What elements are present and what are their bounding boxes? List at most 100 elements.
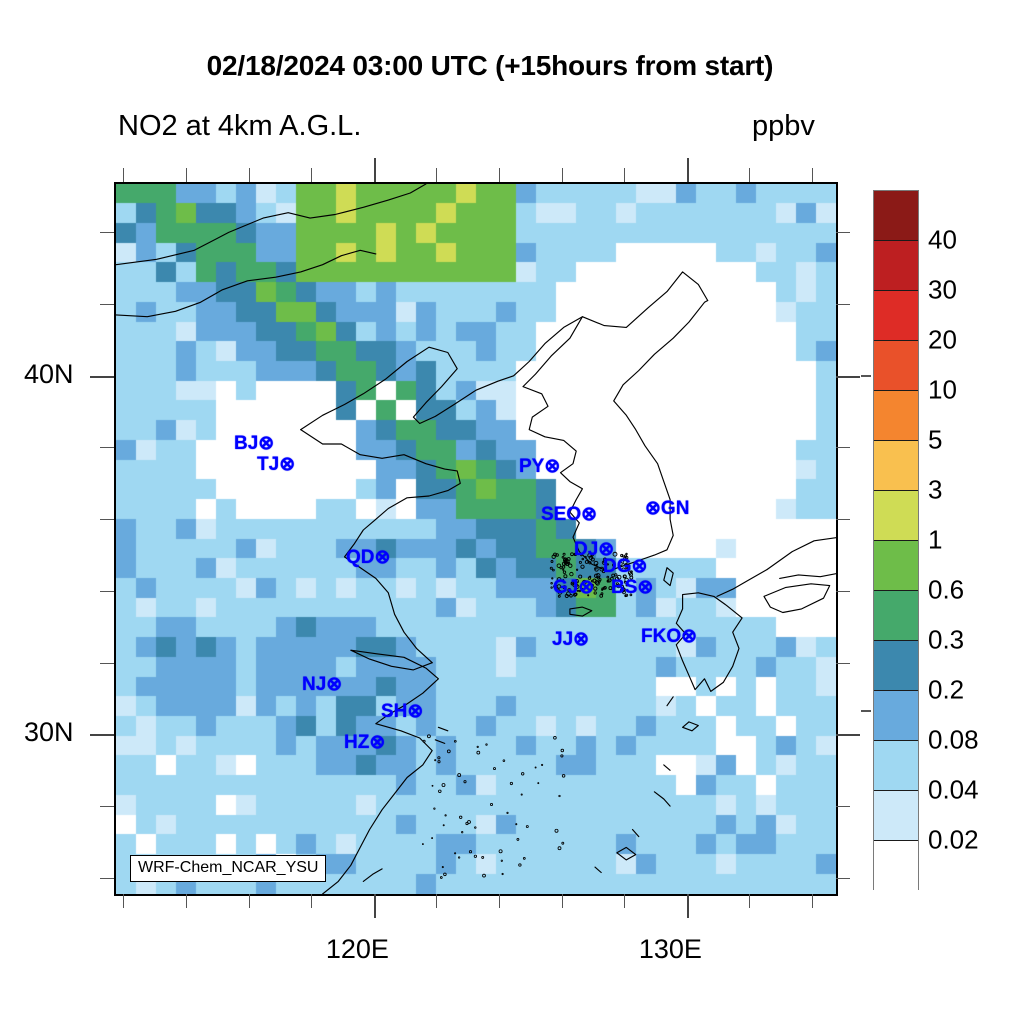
- colorbar[interactable]: [873, 190, 919, 891]
- colorbar-tick-label: 0.08: [928, 724, 979, 755]
- y-axis-label: 30N: [24, 717, 74, 748]
- city-marker-gj: GJ⊗: [553, 578, 594, 597]
- y-axis-tick: [100, 877, 114, 879]
- coastline-path: [594, 866, 602, 874]
- x-axis-tick: [812, 894, 814, 908]
- island-speck: [521, 772, 525, 776]
- island-speck: [629, 593, 633, 597]
- colorbar-band: [874, 441, 918, 491]
- coastline-path: [569, 606, 593, 617]
- y-axis-tick-right: [836, 447, 850, 449]
- city-marker-fko: FKO⊗: [641, 627, 697, 646]
- island-speck: [561, 565, 566, 569]
- coastline-path: [682, 721, 699, 732]
- x-axis-tick: [561, 894, 563, 908]
- island-speck: [625, 563, 630, 569]
- island-speck: [608, 586, 613, 591]
- island-speck: [580, 564, 585, 569]
- island-speck: [572, 582, 577, 588]
- y-axis-tick-right: [836, 662, 850, 664]
- island-speck: [567, 561, 571, 565]
- colorbar-tick-label: 1: [928, 524, 943, 555]
- city-label: DG: [603, 556, 632, 577]
- island-speck: [570, 552, 574, 557]
- island-speck: [553, 584, 558, 589]
- island-speck: [557, 590, 563, 595]
- island-speck: [603, 559, 607, 564]
- colorbar-band: [874, 691, 918, 741]
- island-speck: [516, 837, 520, 841]
- island-speck: [612, 551, 618, 557]
- island-speck: [438, 789, 442, 794]
- x-axis-tick: [749, 894, 751, 908]
- island-speck: [525, 825, 529, 828]
- island-speck: [593, 560, 599, 566]
- island-speck: [553, 736, 557, 740]
- island-speck: [506, 811, 509, 815]
- colorbar-minor-tick: [861, 375, 871, 377]
- island-speck: [498, 849, 503, 854]
- island-speck: [557, 846, 562, 851]
- colorbar-tick-label: 0.02: [928, 824, 979, 855]
- island-speck: [620, 553, 624, 558]
- city-marker-dg: DG⊗: [603, 557, 647, 576]
- island-speck: [502, 759, 506, 762]
- city-marker-py: PY⊗: [519, 457, 560, 476]
- island-speck: [623, 574, 627, 579]
- colorbar-band: [874, 341, 918, 391]
- x-axis-tick-top: [373, 158, 376, 182]
- island-speck: [551, 554, 556, 559]
- island-speck: [573, 553, 577, 556]
- x-axis-tick: [624, 894, 626, 908]
- colorbar-band: [874, 241, 918, 291]
- island-speck: [569, 571, 574, 577]
- coastline-path: [116, 184, 427, 266]
- island-speck: [578, 574, 583, 579]
- colorbar-band: [874, 641, 918, 691]
- colorbar-band: [874, 841, 918, 891]
- island-speck: [442, 824, 445, 827]
- city-marker-dj: DJ⊗: [574, 540, 614, 559]
- island-speck: [500, 859, 503, 862]
- map-panel[interactable]: BJ⊗ TJ⊗ QD⊗ NJ⊗ SH⊗ HZ⊗ PY⊗ SEO⊗ ⊗GN DJ⊗ DG⊗ GJ⊗ BS⊗…: [114, 182, 838, 896]
- units-label: ppbv: [752, 110, 815, 142]
- city-marker-qd: QD⊗: [346, 548, 390, 567]
- x-axis-label: 120E: [325, 934, 389, 964]
- circled-cross-icon: ⊗: [637, 577, 654, 598]
- island-speck: [557, 594, 561, 598]
- island-speck: [618, 561, 623, 566]
- island-speck: [578, 560, 582, 564]
- island-speck: [627, 570, 633, 575]
- island-speck: [600, 592, 604, 596]
- coastline-path: [716, 568, 768, 597]
- city-label: NJ: [302, 674, 327, 695]
- island-speck: [465, 821, 469, 826]
- island-speck: [476, 745, 479, 749]
- colorbar-minor-tick: [861, 710, 871, 712]
- island-speck: [431, 784, 434, 787]
- city-label: GJ: [553, 577, 579, 598]
- city-label: SEO: [541, 504, 582, 525]
- island-speck: [567, 588, 572, 593]
- island-speck: [563, 574, 568, 579]
- island-speck: [520, 793, 523, 796]
- island-speck: [453, 739, 457, 743]
- coastline-path: [766, 537, 836, 571]
- y-axis-label: 40N: [24, 358, 74, 389]
- island-speck: [590, 584, 594, 588]
- circled-cross-icon: ⊗: [407, 701, 424, 722]
- x-axis-tick: [186, 894, 187, 908]
- island-speck: [590, 557, 595, 562]
- y-axis-tick-right: [836, 590, 850, 592]
- x-axis-tick-top: [686, 158, 689, 182]
- y-axis-tick-right: [836, 805, 850, 807]
- coastline-path: [522, 299, 709, 572]
- island-speck: [561, 561, 567, 566]
- island-speck: [611, 573, 615, 578]
- island-speck: [612, 584, 615, 587]
- circled-cross-icon: ⊗: [645, 498, 661, 519]
- island-speck: [602, 586, 606, 590]
- island-speck: [595, 581, 600, 586]
- island-speck: [541, 763, 544, 766]
- island-speck: [421, 843, 424, 846]
